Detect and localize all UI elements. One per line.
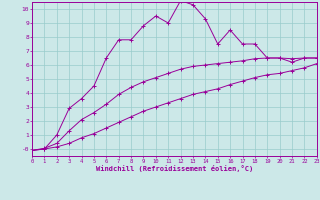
X-axis label: Windchill (Refroidissement éolien,°C): Windchill (Refroidissement éolien,°C) [96,165,253,172]
